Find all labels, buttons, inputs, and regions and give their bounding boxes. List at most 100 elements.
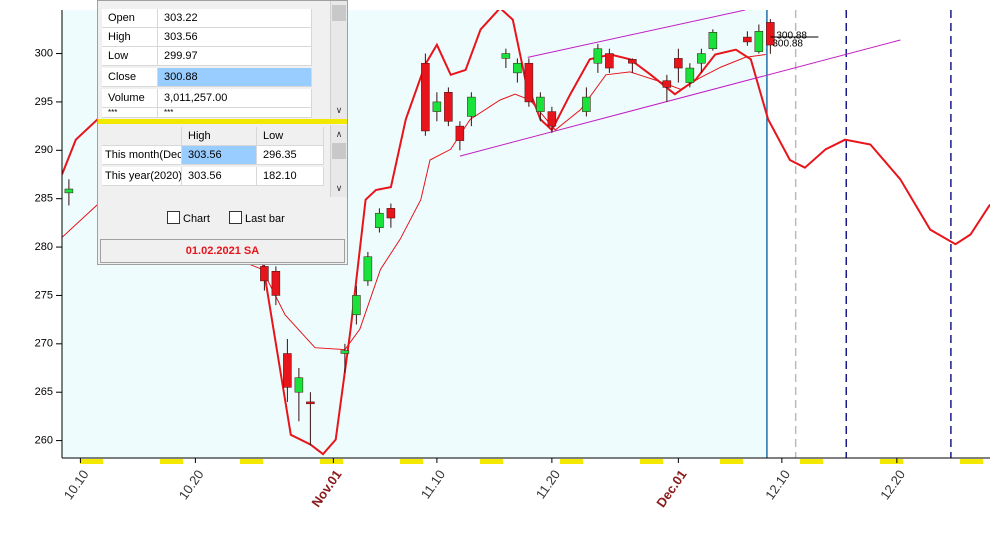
y-tick-label: 295 <box>35 96 53 108</box>
candle-body <box>685 67 695 83</box>
row-value: 182.10 <box>257 167 324 186</box>
x-tick-label: 10.20 <box>176 467 207 502</box>
axis-marker <box>240 459 263 464</box>
candle-body <box>501 53 511 59</box>
row-value: 296.35 <box>257 146 324 165</box>
scroll-up[interactable]: ∧ <box>335 129 343 139</box>
y-tick-label: 290 <box>35 144 53 156</box>
info-panel: Open 303.22 High 303.56 Low 299.97 Close… <box>97 0 348 265</box>
quote-label: High <box>102 28 158 47</box>
axis-marker <box>720 459 743 464</box>
candle-body <box>294 377 304 393</box>
scroll-thumb[interactable] <box>332 143 346 159</box>
y-tick-label: 300 <box>35 47 53 59</box>
row-value: 303.56 <box>182 167 257 186</box>
scrollbar[interactable]: ∨ <box>330 1 347 119</box>
header-cell <box>102 127 182 146</box>
scrollbar[interactable]: ∧ ∨ <box>330 125 347 197</box>
quote-value: 303.56 <box>158 28 312 47</box>
candle-body <box>386 208 396 219</box>
y-tick-label: 270 <box>35 338 53 350</box>
indicator-line <box>527 10 746 58</box>
candle-body <box>628 59 637 64</box>
y-tick-label: 265 <box>35 386 53 398</box>
x-tick-label: Dec.01 <box>653 467 689 510</box>
candle-body <box>455 125 465 141</box>
candle-body <box>64 188 74 194</box>
candle-body <box>582 96 591 112</box>
quote-value: 299.97 <box>158 47 312 66</box>
candle-body <box>421 62 430 132</box>
indicator-line <box>62 10 990 456</box>
quote-value: *** <box>158 108 312 118</box>
y-tick-label: 275 <box>35 289 53 301</box>
footer: 01.02.2021 SA <box>100 239 345 263</box>
indicator-line <box>62 54 766 351</box>
quote-value: 303.22 <box>158 9 312 28</box>
header-cell: High <box>182 127 257 146</box>
price-label: 300.88 <box>776 31 807 42</box>
candle-body <box>674 58 683 69</box>
axis-marker <box>800 459 823 464</box>
y-tick-label: 260 <box>35 434 53 446</box>
checkbox-label: Last bar <box>245 213 285 225</box>
axis-marker <box>80 459 103 464</box>
axis-marker <box>400 459 423 464</box>
candle-body <box>708 32 718 49</box>
x-tick-label: 10.10 <box>61 467 92 502</box>
candle-body <box>352 295 361 316</box>
candle-body <box>363 256 373 282</box>
candle-body <box>306 401 315 405</box>
y-tick-label: 280 <box>35 241 53 253</box>
row-label: This month(Dec) <box>102 146 182 165</box>
scroll-down[interactable]: ∨ <box>335 183 343 193</box>
candle-body <box>467 96 476 117</box>
row-value: 303.56 <box>182 146 257 165</box>
x-tick-label: 12.20 <box>877 467 908 502</box>
candle-body <box>524 62 534 103</box>
checkbox-chart[interactable]: Chart <box>167 211 210 225</box>
plot-area <box>62 10 990 458</box>
scroll-thumb[interactable] <box>332 5 346 21</box>
candle-body <box>260 266 269 282</box>
candle-body <box>283 353 292 388</box>
checkbox-label: Chart <box>183 213 210 225</box>
candle-body <box>444 91 453 122</box>
candle-body <box>513 62 522 74</box>
candle-body <box>743 36 752 43</box>
axis-marker <box>320 459 343 464</box>
y-tick-label: 285 <box>35 193 53 205</box>
x-tick-label: 11.10 <box>418 467 448 501</box>
quote-value: 300.88 <box>158 68 312 87</box>
checkbox[interactable] <box>229 211 242 224</box>
candle-body <box>536 96 545 112</box>
checkbox[interactable] <box>167 211 180 224</box>
candle-body <box>766 22 775 46</box>
candle-body <box>340 350 350 354</box>
candle-body <box>697 53 706 64</box>
quote-label: Open <box>102 9 158 28</box>
candle-body <box>432 101 442 112</box>
candle-body <box>375 212 384 228</box>
candle-body <box>605 53 614 69</box>
axis-marker <box>880 459 903 464</box>
quote-value: 3,011,257.00 <box>158 89 312 108</box>
quote-label: Low <box>102 47 158 66</box>
header-cell: Low <box>257 127 324 146</box>
indicator-line <box>459 39 901 157</box>
candle-body <box>593 48 603 64</box>
checkbox-last-bar[interactable]: Last bar <box>229 211 285 225</box>
candle-body <box>754 31 764 52</box>
x-tick-label: 12.10 <box>762 467 793 502</box>
row-label: This year(2020) <box>102 167 182 186</box>
scroll-down[interactable]: ∨ <box>335 105 343 115</box>
quote-label: *** <box>102 108 158 118</box>
axis-marker <box>160 459 183 464</box>
quote-label: Close <box>102 68 158 87</box>
price-label: 300.88 <box>772 39 803 50</box>
quote-label: Volume <box>102 89 158 108</box>
x-tick-label: 11.20 <box>533 467 563 501</box>
candle-body <box>547 111 557 127</box>
candle-body <box>271 271 281 296</box>
